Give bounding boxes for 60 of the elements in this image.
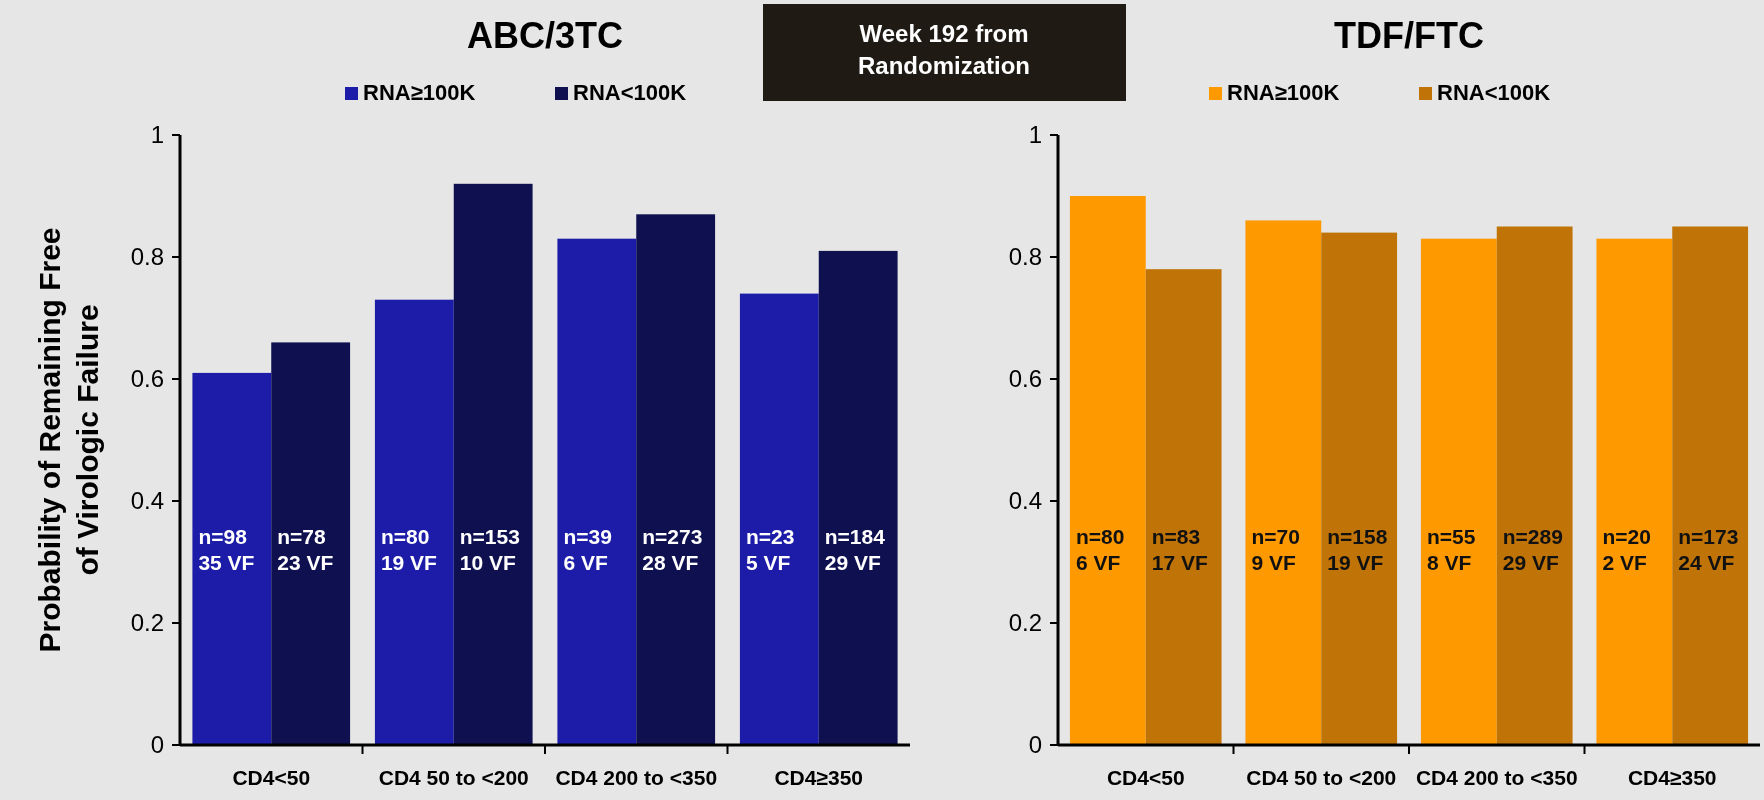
data-label: n=184 29 VF — [824, 524, 886, 574]
chart-title: TDF/FTC — [1334, 15, 1484, 56]
x-tick-label: CD4<50 — [232, 766, 311, 789]
y-tick-label: 0 — [150, 731, 164, 759]
data-label: n=23 5 VF — [745, 524, 795, 574]
y-tick-label: 0.2 — [1008, 609, 1042, 637]
data-label: n=273 28 VF — [642, 524, 703, 574]
data-label: n=39 6 VF — [563, 524, 612, 574]
data-label: n=78 23 VF — [277, 524, 334, 574]
y-tick-label: 0 — [1028, 731, 1042, 759]
bar — [1596, 238, 1673, 745]
x-tick-label: CD4 50 to <200 — [1246, 766, 1397, 789]
legend-label: RNA<100K — [1437, 80, 1551, 105]
data-label: n=158 19 VF — [1327, 524, 1388, 574]
bar — [453, 183, 533, 745]
data-label: n=70 9 VF — [1251, 524, 1300, 574]
bar — [1672, 226, 1749, 745]
y-tick-label: 0.6 — [1008, 365, 1042, 393]
legend-label: RNA≥100K — [363, 80, 476, 105]
bar — [636, 214, 716, 745]
y-axis-title: Probability of Remaining Free of Virologic Failure — [33, 227, 104, 653]
data-label: n=80 19 VF — [380, 524, 438, 574]
bar — [1145, 269, 1222, 745]
bar — [1069, 196, 1146, 745]
chart-title: ABC/3TC — [466, 15, 624, 56]
bar — [739, 293, 819, 745]
bar — [1245, 220, 1322, 745]
data-label: n=80 6 VF — [1075, 524, 1125, 574]
bar — [1496, 226, 1573, 745]
bar — [557, 238, 637, 745]
y-tick-label: 0.2 — [130, 609, 164, 637]
bar — [818, 250, 898, 745]
y-tick-label: 0.8 — [130, 243, 164, 271]
data-label: n=98 35 VF — [198, 524, 255, 574]
legend-label: RNA≥100K — [1227, 80, 1340, 105]
bar — [1420, 238, 1497, 745]
y-tick-label: 1 — [150, 121, 164, 149]
data-label: n=173 24 VF — [1678, 524, 1739, 574]
text: Week 192 from Randomization — [858, 20, 1030, 79]
y-tick-label: 1 — [1028, 121, 1042, 149]
x-tick-label: CD4≥350 — [1627, 766, 1717, 789]
data-label: n=153 10 VF — [459, 524, 520, 574]
data-label: n=55 8 VF — [1426, 524, 1476, 574]
x-tick-label: CD4 50 to <200 — [378, 766, 529, 789]
legend-label: RNA<100K — [573, 80, 687, 105]
data-label: n=20 2 VF — [1602, 524, 1651, 574]
bar — [1321, 232, 1398, 745]
x-tick-label: CD4<50 — [1106, 766, 1185, 789]
y-tick-label: 0.4 — [130, 487, 164, 515]
bar — [374, 299, 454, 745]
x-tick-label: CD4 200 to <350 — [555, 766, 718, 789]
data-label: n=289 29 VF — [1502, 524, 1563, 574]
x-tick-label: CD4 200 to <350 — [1415, 766, 1578, 789]
y-tick-label: 0.8 — [1008, 243, 1042, 271]
data-label: n=83 17 VF — [1151, 524, 1208, 574]
x-tick-label: CD4≥350 — [774, 766, 864, 789]
y-tick-label: 0.4 — [1008, 487, 1042, 515]
bar — [271, 342, 351, 745]
y-tick-label: 0.6 — [130, 365, 164, 393]
bar — [192, 372, 272, 745]
